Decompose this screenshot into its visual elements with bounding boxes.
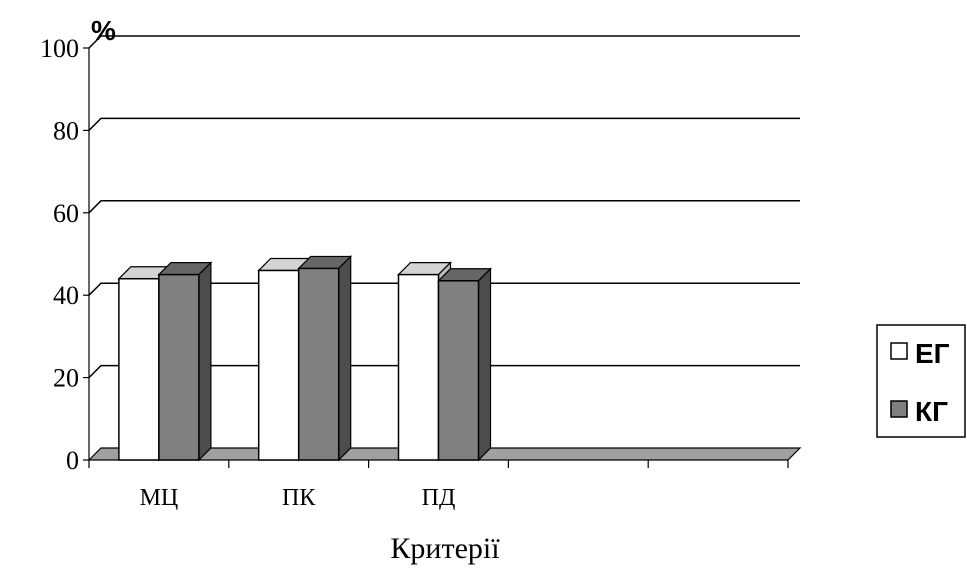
x-category-label: ПД: [422, 485, 456, 511]
gridline: [88, 364, 800, 379]
y-tick-label: 0: [66, 446, 79, 475]
bar-side-face: [338, 254, 352, 462]
bar: [157, 261, 213, 462]
y-tick-label: 40: [53, 281, 79, 310]
labels-layer: 0 20 40 60 80 100 МЦ ПК ПД: [40, 34, 455, 511]
x-category-label: МЦ: [140, 485, 179, 511]
gridline: [88, 35, 800, 49]
y-tick-label: 100: [40, 34, 79, 63]
gridline: [88, 117, 800, 131]
bars-layer: [117, 254, 492, 462]
y-tick-label: 20: [53, 364, 79, 393]
legend: ЕГ КГ: [876, 324, 966, 438]
legend-swatch-eg: [890, 342, 908, 360]
gridline: [88, 282, 800, 296]
grid-layer: [88, 35, 800, 379]
bar-side-face: [477, 267, 492, 462]
legend-label-kg: КГ: [915, 396, 948, 427]
gridline: [88, 200, 800, 214]
y-tick-label: 60: [53, 199, 79, 228]
bar-front-face: [257, 269, 300, 461]
legend-label-eg: ЕГ: [915, 338, 950, 369]
bar-front-face: [397, 273, 440, 461]
y-tick-label: 80: [53, 116, 79, 145]
bar: [437, 267, 492, 462]
axis-layer: [83, 47, 789, 468]
legend-swatch-kg: [890, 400, 908, 418]
bar-front-face: [297, 267, 340, 461]
y-axis-unit-label: %: [91, 15, 116, 46]
x-axis-title: Критерії: [390, 532, 500, 565]
bar-front-face: [158, 273, 200, 461]
bar-side-face: [198, 261, 212, 462]
bar-front-face: [118, 277, 160, 461]
x-category-label: ПК: [282, 485, 316, 511]
bar-front-face: [437, 280, 480, 461]
bar: [297, 254, 353, 462]
